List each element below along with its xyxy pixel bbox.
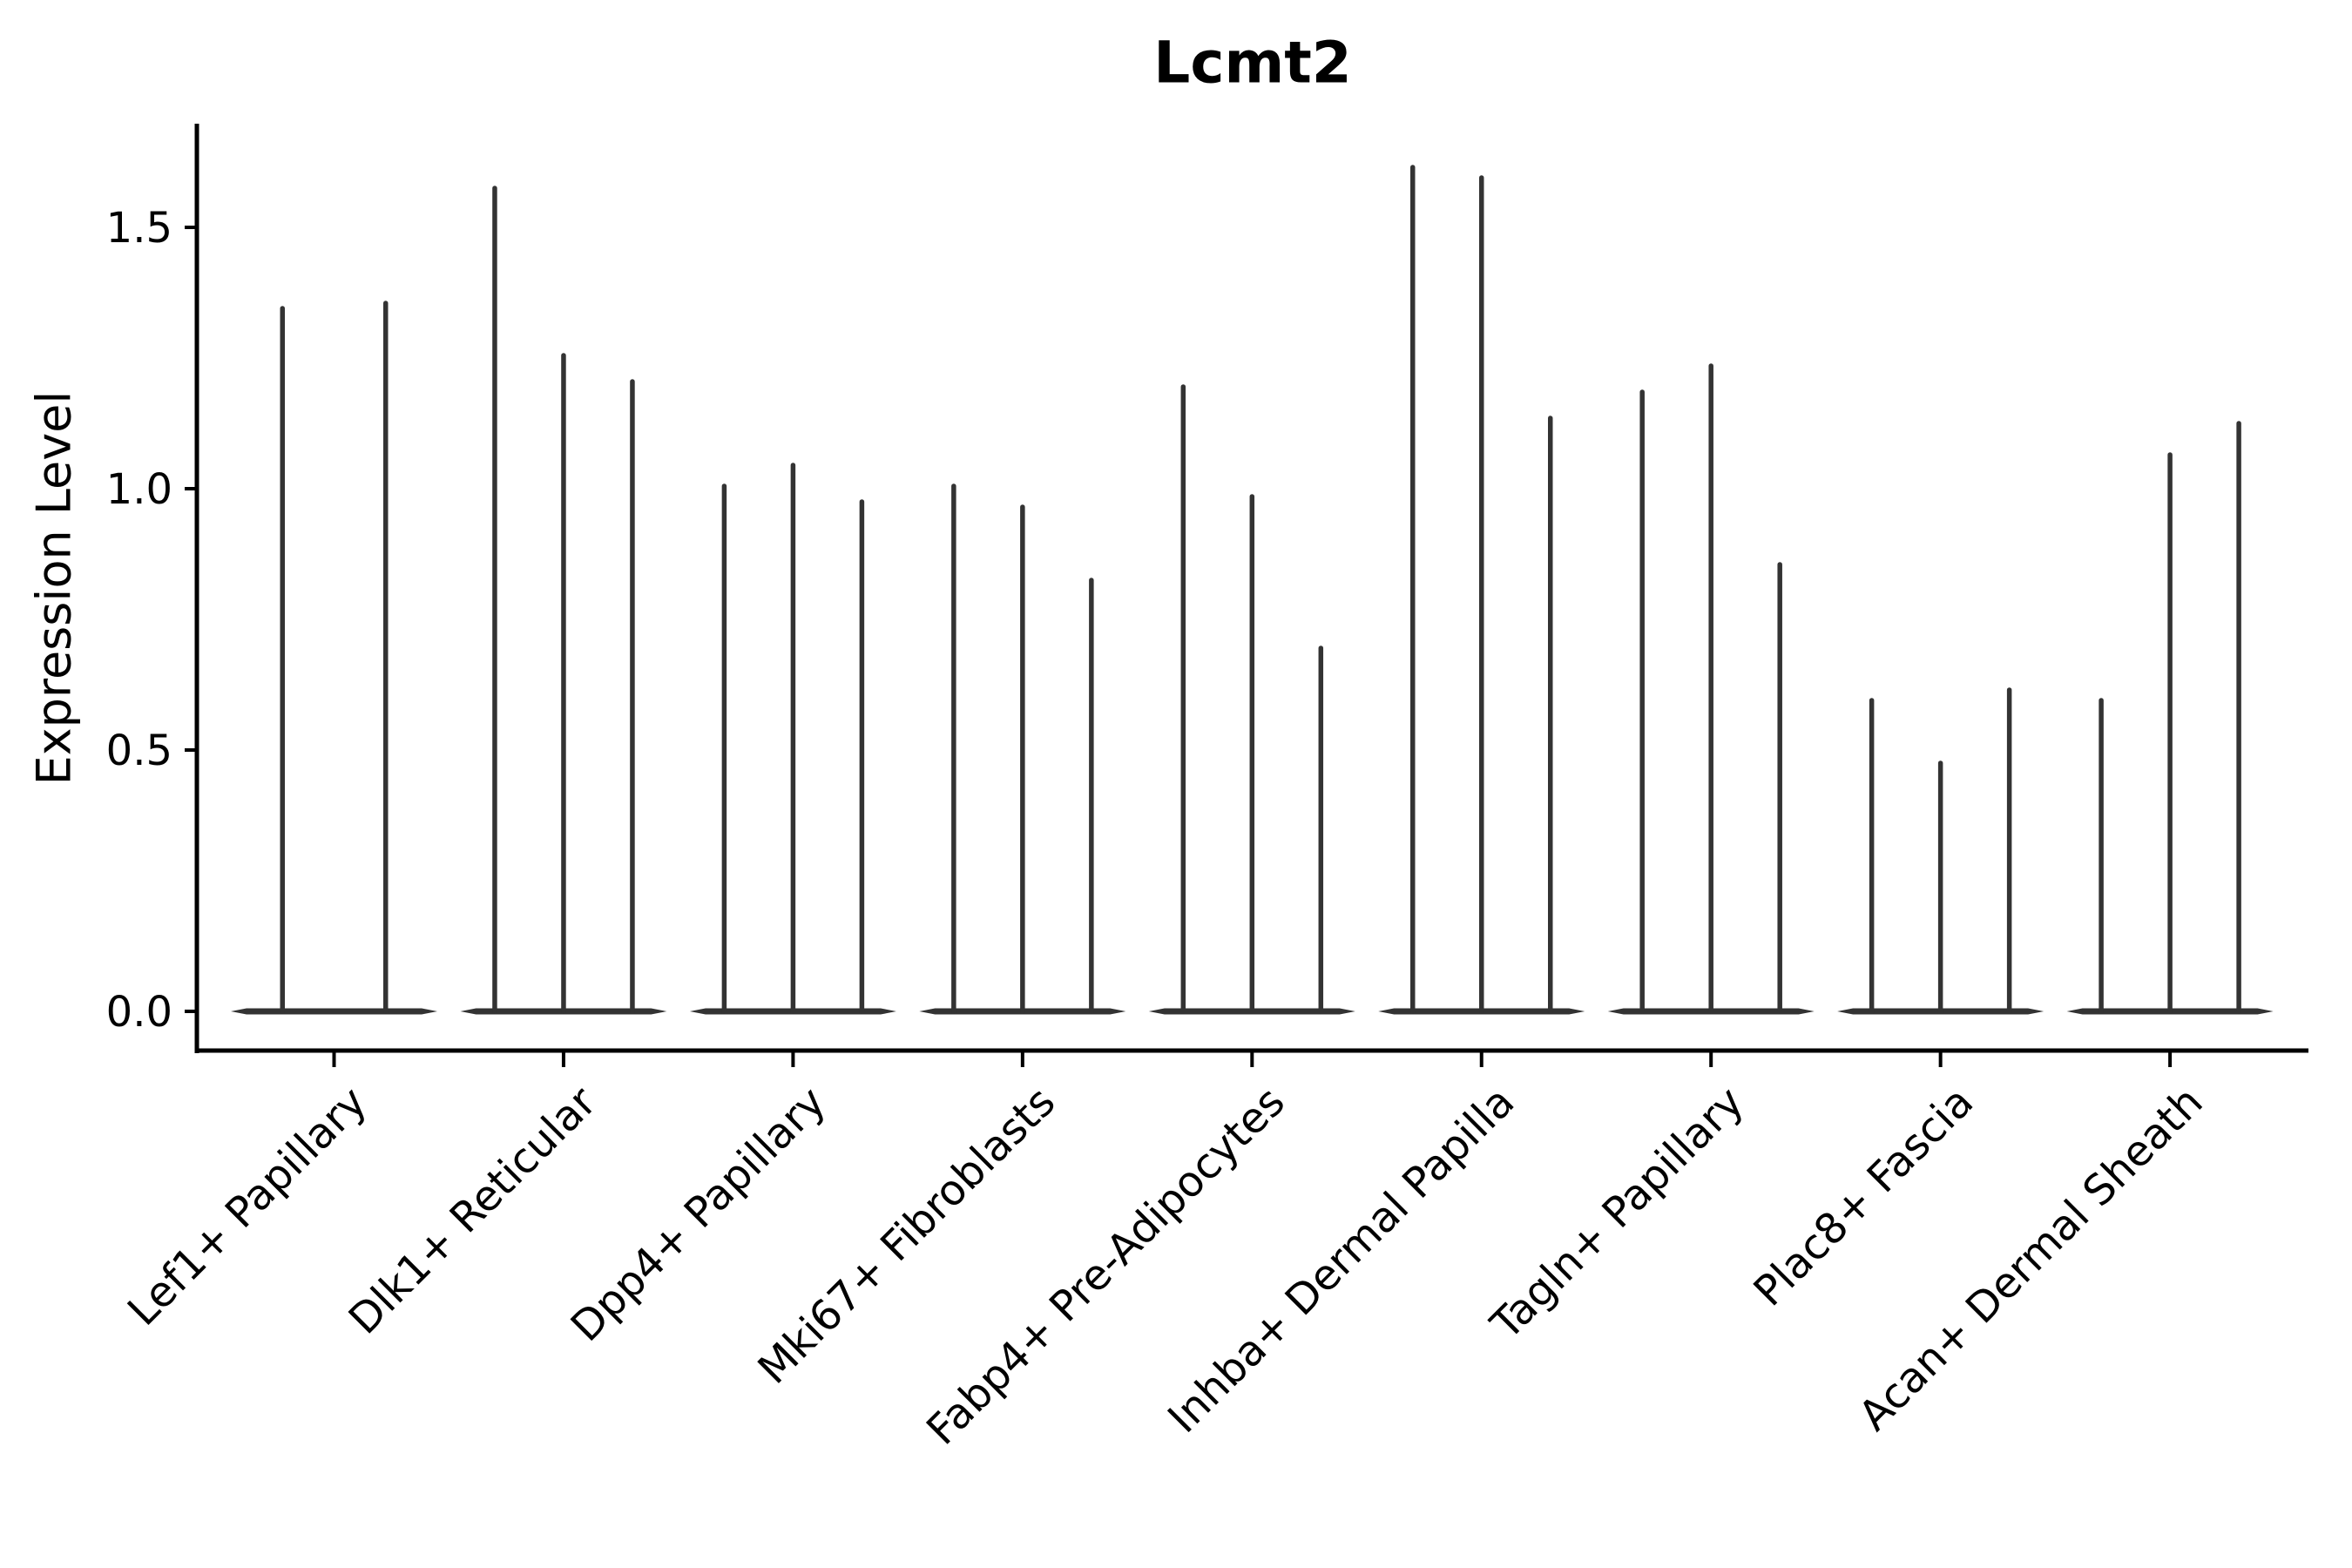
y-tick-label: 0.5 <box>106 727 172 775</box>
chart-title: Lcmt2 <box>1153 29 1352 97</box>
violin-base <box>231 1008 437 1015</box>
x-tick-label: Plac8+ Fascia <box>1745 1078 1984 1316</box>
x-tick-label: Dpp4+ Papillary <box>562 1078 835 1351</box>
y-tick-label: 1.0 <box>106 465 172 514</box>
y-tick-label: 1.5 <box>106 204 172 253</box>
x-tick-label: Tagln+ Papillary <box>1481 1078 1753 1349</box>
y-tick-label: 0.0 <box>106 988 172 1037</box>
x-tick-label: Lef1+ Papillary <box>118 1078 376 1335</box>
x-tick-label: Dlk1+ Reticular <box>340 1078 606 1344</box>
